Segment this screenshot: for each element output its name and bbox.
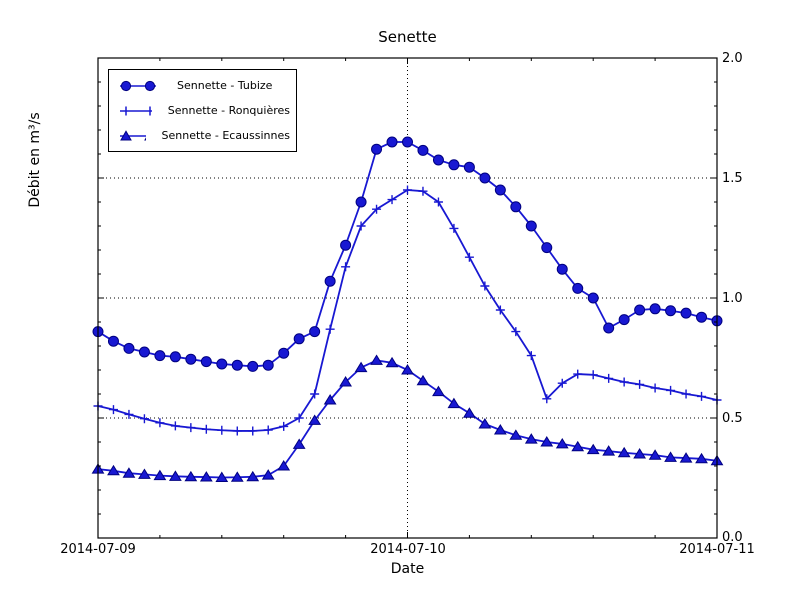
x-tick-label: 2014-07-11 [679,542,755,557]
circle-marker-line-icon [120,80,156,91]
y-tick-label: 1.5 [722,171,743,186]
x-tick-label: 2014-07-10 [370,542,446,557]
legend: Sennette - Tubize Sennette - Ronquières … [108,69,297,152]
triangle-marker-line-icon [120,129,146,140]
y-tick-label: 2.0 [722,51,743,66]
legend-item: Sennette - Ronquières [115,104,290,118]
chart-title: Senette [378,28,437,46]
legend-item-label: Sennette - Ronquières [167,104,290,117]
x-axis-label: Date [390,561,425,577]
x-tick-label: 2014-07-09 [60,542,136,557]
y-axis-label: Débit en m³/s [27,112,43,208]
legend-item: Sennette - Ecaussinnes [115,129,290,143]
y-tick-label: 1.0 [722,291,743,306]
y-tick-label: 0.0 [722,530,743,545]
y-tick-label: 0.5 [722,411,743,426]
legend-item-label: Sennette - Ecaussinnes [161,129,291,142]
plus-marker-line-icon [120,106,152,115]
legend-item-label: Sennette - Tubize [177,79,273,92]
legend-item: Sennette - Tubize [115,79,290,93]
